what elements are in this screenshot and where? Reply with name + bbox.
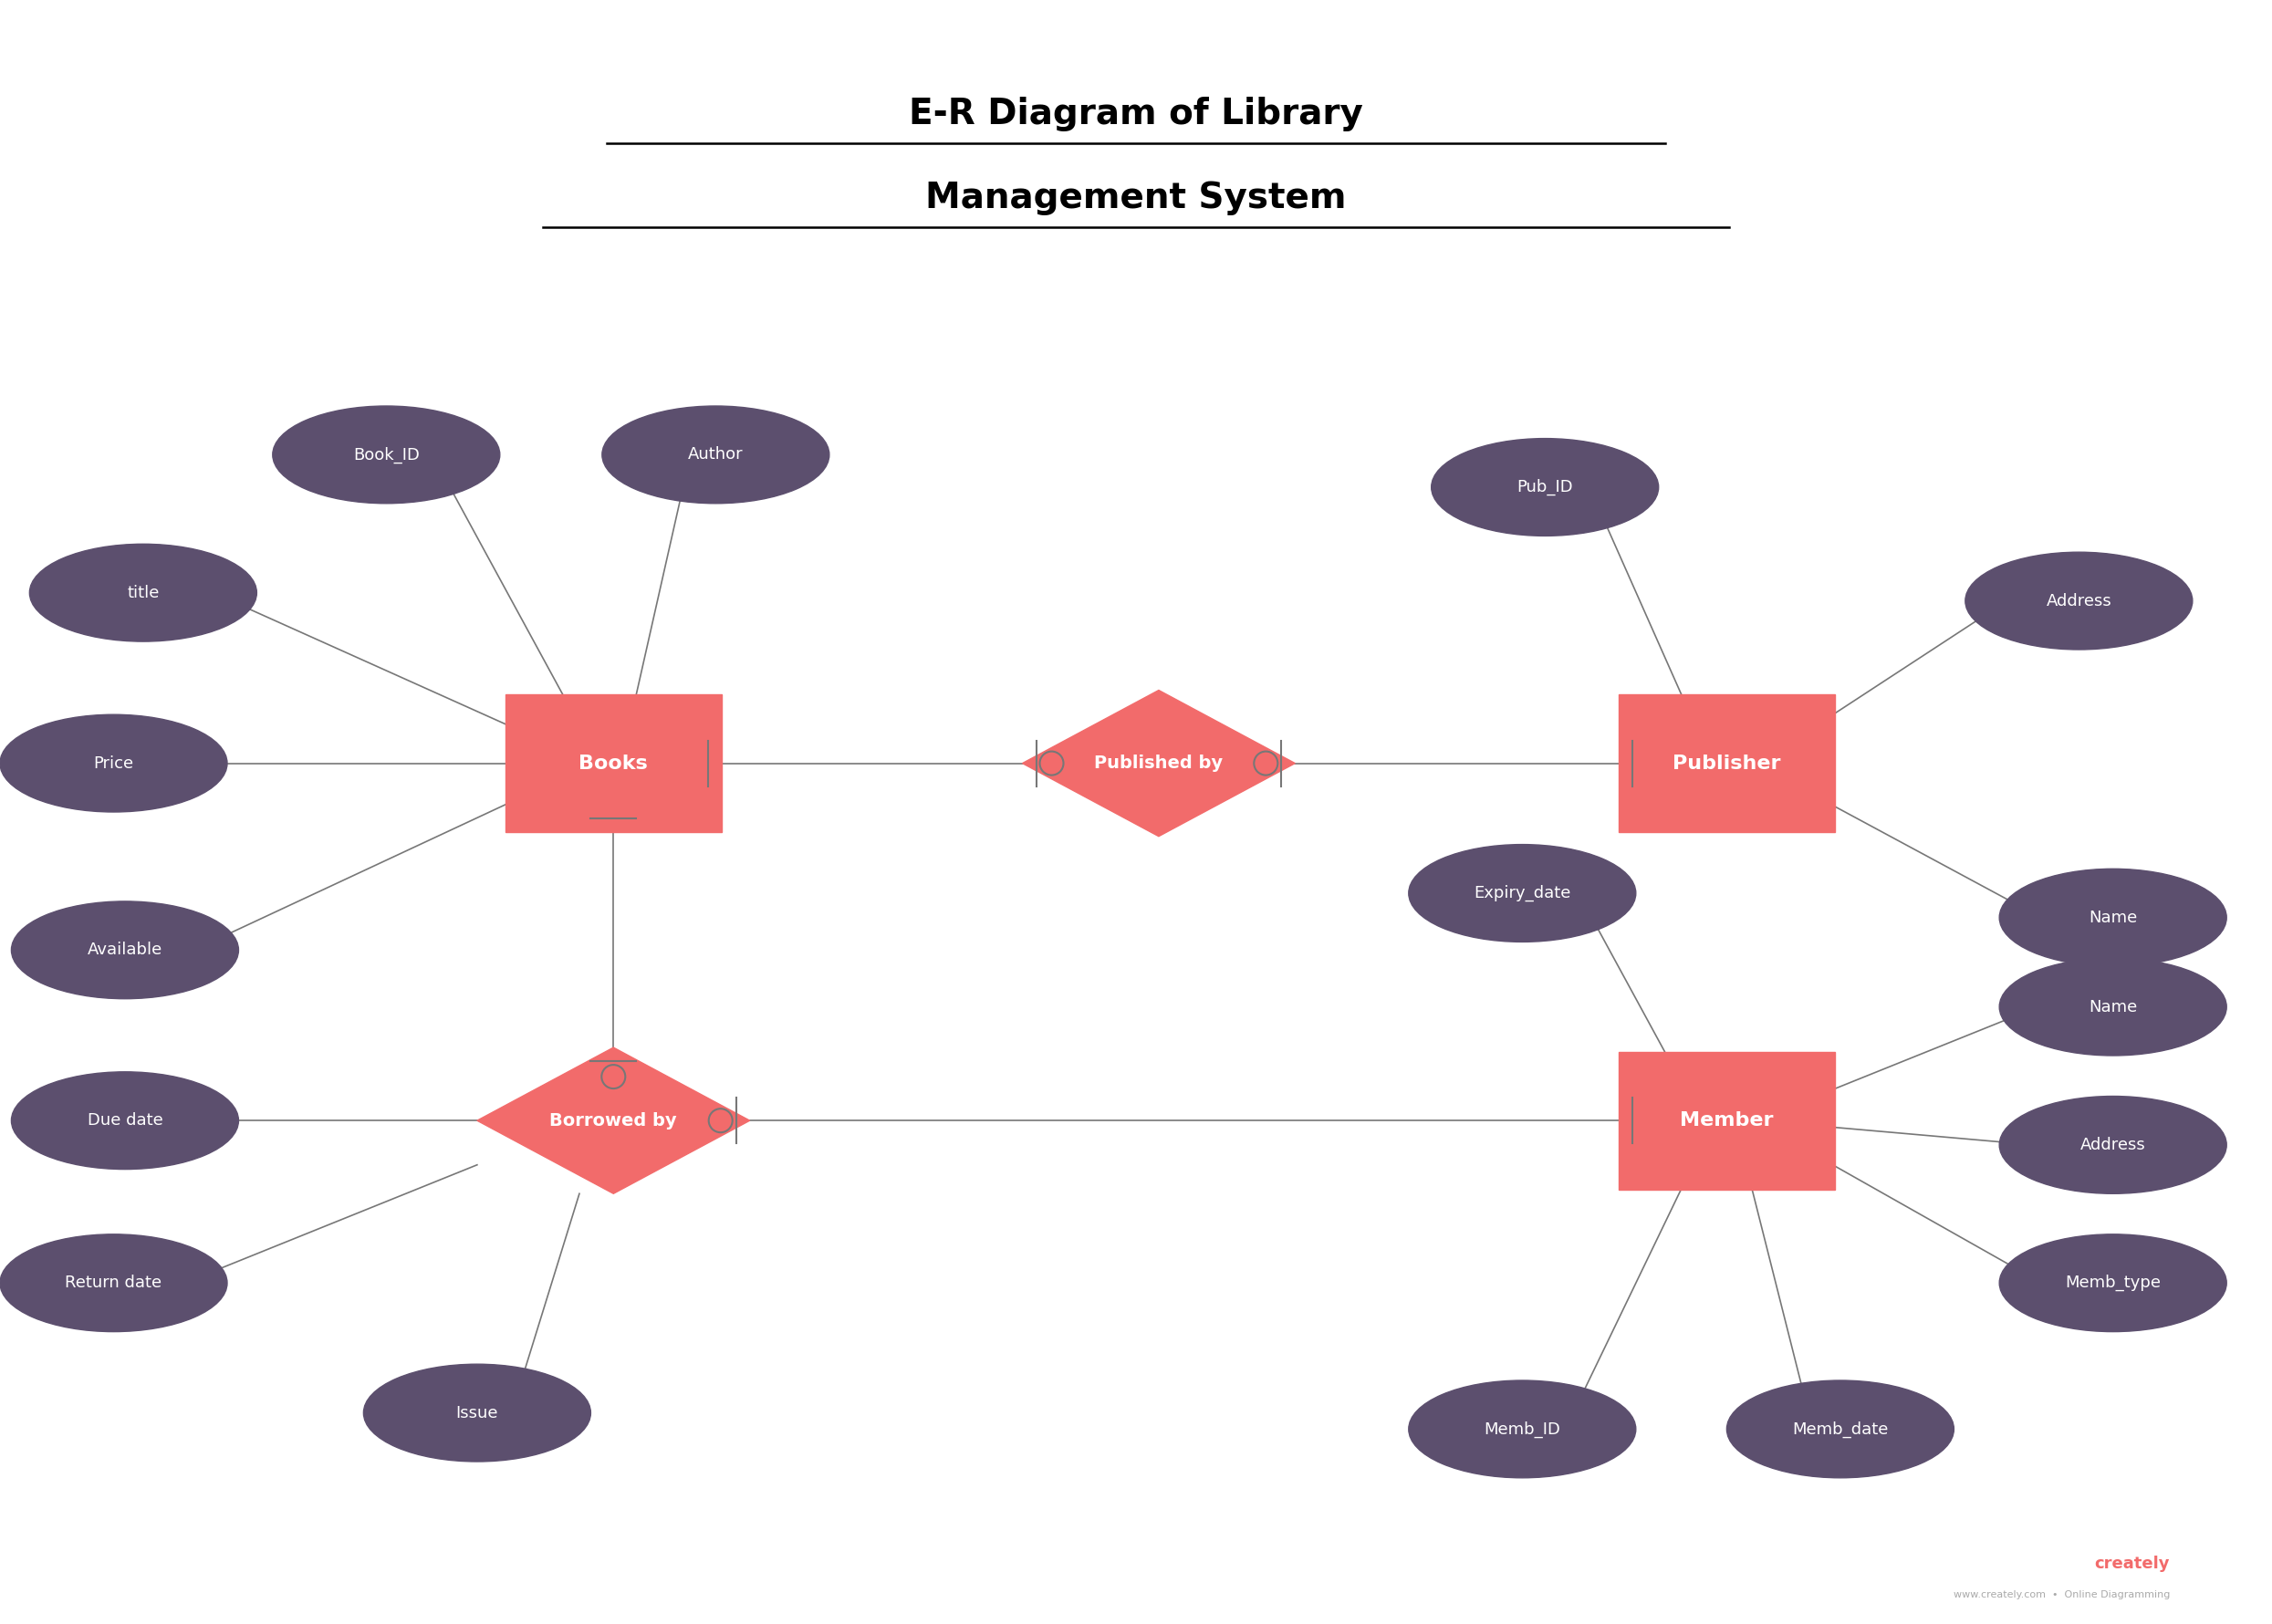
- Text: Memb_type: Memb_type: [2065, 1275, 2161, 1291]
- FancyBboxPatch shape: [507, 695, 722, 831]
- Text: www.creately.com  •  Online Diagramming: www.creately.com • Online Diagramming: [1954, 1590, 2170, 1600]
- Text: Name: Name: [2088, 909, 2138, 926]
- Ellipse shape: [1431, 438, 1659, 536]
- Ellipse shape: [1409, 844, 1636, 942]
- Text: Memb_ID: Memb_ID: [1484, 1421, 1561, 1437]
- Polygon shape: [477, 1047, 750, 1194]
- Ellipse shape: [11, 901, 239, 999]
- FancyBboxPatch shape: [1618, 1052, 1836, 1189]
- Text: Memb_date: Memb_date: [1793, 1421, 1888, 1437]
- Text: Book_ID: Book_ID: [352, 447, 420, 463]
- Ellipse shape: [1999, 869, 2227, 966]
- Text: E-R Diagram of Library: E-R Diagram of Library: [909, 96, 1363, 132]
- Text: Borrowed by: Borrowed by: [550, 1112, 677, 1129]
- Ellipse shape: [1999, 1096, 2227, 1194]
- Polygon shape: [1022, 690, 1295, 836]
- Ellipse shape: [1965, 552, 2192, 650]
- Text: Available: Available: [86, 942, 164, 958]
- Text: Address: Address: [2081, 1137, 2145, 1153]
- Text: Management System: Management System: [925, 180, 1347, 216]
- Text: Member: Member: [1679, 1111, 1774, 1130]
- Ellipse shape: [11, 1072, 239, 1169]
- Ellipse shape: [364, 1364, 591, 1462]
- Text: creately: creately: [2095, 1556, 2170, 1572]
- FancyBboxPatch shape: [1618, 695, 1836, 831]
- Ellipse shape: [1999, 958, 2227, 1056]
- Text: Publisher: Publisher: [1672, 754, 1781, 773]
- Text: title: title: [127, 585, 159, 601]
- Text: Due date: Due date: [86, 1112, 164, 1129]
- Text: Expiry_date: Expiry_date: [1475, 885, 1570, 901]
- Ellipse shape: [1409, 1380, 1636, 1478]
- Ellipse shape: [0, 1234, 227, 1332]
- Text: Books: Books: [579, 754, 648, 773]
- Ellipse shape: [1999, 1234, 2227, 1332]
- Ellipse shape: [273, 406, 500, 503]
- Text: Published by: Published by: [1095, 755, 1222, 771]
- Text: Address: Address: [2047, 593, 2111, 609]
- Text: Price: Price: [93, 755, 134, 771]
- Text: Issue: Issue: [457, 1405, 498, 1421]
- Text: Pub_ID: Pub_ID: [1518, 479, 1572, 495]
- Ellipse shape: [1727, 1380, 1954, 1478]
- Ellipse shape: [602, 406, 829, 503]
- Ellipse shape: [30, 544, 257, 641]
- Text: Name: Name: [2088, 999, 2138, 1015]
- Text: Author: Author: [688, 447, 743, 463]
- Ellipse shape: [0, 715, 227, 812]
- Text: Return date: Return date: [66, 1275, 161, 1291]
